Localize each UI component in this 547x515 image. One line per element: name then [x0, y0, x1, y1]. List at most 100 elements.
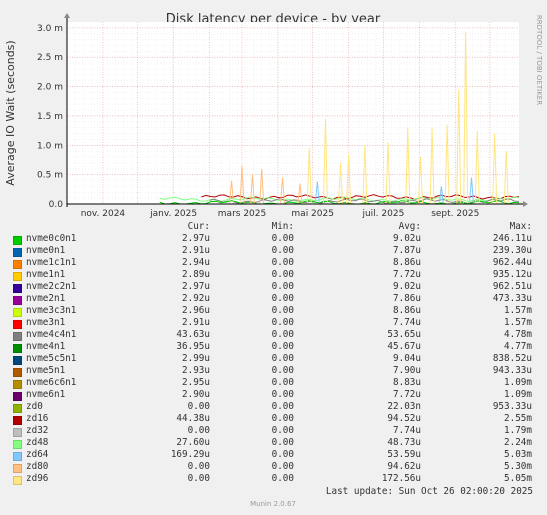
legend-name: nvme0n1 — [26, 245, 66, 256]
legend-min: 0.00 — [271, 269, 294, 280]
x-axis-arrow — [523, 201, 528, 207]
legend-max: 953.33u — [492, 401, 532, 412]
legend-name: nvme2n1 — [26, 293, 66, 304]
x-tick-label: mars 2025 — [218, 209, 266, 219]
y-tick-label: 1.0 m — [37, 141, 63, 151]
legend-row: nvme2n1 2.92u 0.00 7.86u 473.33u — [10, 293, 540, 305]
x-tick-label: nov. 2024 — [81, 209, 126, 219]
legend-cur: 27.60u — [176, 437, 210, 448]
series-spike — [306, 148, 312, 205]
legend-min: 0.00 — [271, 281, 294, 292]
legend-avg: 7.87u — [393, 245, 421, 256]
legend-min: 0.00 — [271, 305, 294, 316]
legend-min: 0.00 — [271, 389, 294, 400]
axes — [64, 13, 528, 207]
legend-cur: 2.96u — [182, 305, 210, 316]
legend-name: nvme4c4n1 — [26, 329, 77, 340]
y-axis-arrow — [64, 13, 70, 18]
legend-cur: 2.91u — [182, 245, 210, 256]
x-tick-label: juil. 2025 — [361, 209, 404, 219]
series-spike — [314, 181, 320, 205]
legend-max: 4.77m — [504, 341, 532, 352]
legend-min: 0.00 — [271, 257, 294, 268]
y-tick-label: 1.5 m — [37, 112, 63, 122]
legend-max: 1.79m — [504, 425, 532, 436]
y-tick-label: 3.0 m — [37, 24, 63, 34]
x-tick-label: sept. 2025 — [431, 209, 479, 219]
legend-max: 935.12u — [492, 269, 532, 280]
legend-name: nvme2c2n1 — [26, 281, 77, 292]
y-tick-label: 2.0 m — [37, 83, 63, 93]
series-spike — [456, 89, 462, 205]
legend-avg: 53.65u — [387, 329, 421, 340]
legend-row: zd96 0.00 0.00 172.56u 5.05m — [10, 473, 540, 485]
legend-swatch — [13, 427, 22, 437]
legend-name: nvme4n1 — [26, 341, 66, 352]
legend-min: 0.00 — [271, 317, 294, 328]
series-spike — [444, 124, 450, 205]
series-spike — [474, 130, 480, 205]
legend-min: 0.00 — [271, 425, 294, 436]
legend-name: nvme5n1 — [26, 365, 66, 376]
legend-cur: 36.95u — [176, 341, 210, 352]
legend-name: zd80 — [26, 461, 49, 472]
legend-avg: 94.52u — [387, 413, 421, 424]
legend-swatch — [13, 307, 22, 317]
legend-max: 1.57m — [504, 317, 532, 328]
legend-avg: 8.86u — [393, 305, 421, 316]
series-spike — [239, 165, 245, 205]
header-max: Max: — [509, 221, 532, 232]
series-spike — [417, 157, 423, 205]
legend-avg: 7.72u — [393, 269, 421, 280]
legend-max: 962.44u — [492, 257, 532, 268]
legend-swatch — [13, 451, 22, 461]
legend-cur: 169.29u — [170, 449, 210, 460]
legend-max: 1.09m — [504, 377, 532, 388]
legend-swatch — [13, 475, 22, 485]
legend-name: nvme3c3n1 — [26, 305, 77, 316]
legend-row: zd0 0.00 0.00 22.03n 953.33u — [10, 401, 540, 413]
legend-min: 0.00 — [271, 461, 294, 472]
legend-row: nvme4n1 36.95u 0.00 45.67u 4.77m — [10, 341, 540, 353]
legend-name: nvme6c6n1 — [26, 377, 77, 388]
legend-avg: 9.02u — [393, 281, 421, 292]
legend-cur: 43.63u — [176, 329, 210, 340]
legend-cur: 44.38u — [176, 413, 210, 424]
legend-name: nvme0c0n1 — [26, 233, 77, 244]
legend-swatch — [13, 355, 22, 365]
legend-cur: 0.00 — [187, 473, 210, 484]
series-spike — [259, 168, 265, 205]
legend-min: 0.00 — [271, 245, 294, 256]
legend-row: nvme4c4n1 43.63u 0.00 53.65u 4.78m — [10, 329, 540, 341]
legend-min: 0.00 — [271, 293, 294, 304]
legend-name: nvme1n1 — [26, 269, 66, 280]
series-spike — [322, 118, 328, 205]
legend-swatch — [13, 439, 22, 449]
legend-min: 0.00 — [271, 437, 294, 448]
series-spike — [429, 127, 435, 205]
legend-cur: 0.00 — [187, 425, 210, 436]
legend-name: nvme3n1 — [26, 317, 66, 328]
legend-cur: 2.95u — [182, 377, 210, 388]
legend-row: zd48 27.60u 0.00 48.73u 2.24m — [10, 437, 540, 449]
legend-min: 0.00 — [271, 413, 294, 424]
legend-name: zd0 — [26, 401, 43, 412]
legend-max: 1.57m — [504, 305, 532, 316]
series-spike — [463, 31, 469, 205]
legend-max: 838.52u — [492, 353, 532, 364]
legend-swatch — [13, 319, 22, 329]
legend-cur: 0.00 — [187, 401, 210, 412]
legend-row: nvme5c5n1 2.99u 0.00 9.04u 838.52u — [10, 353, 540, 365]
legend-swatch — [13, 403, 22, 413]
last-update: Last update: Sun Oct 26 02:00:20 2025 — [325, 486, 533, 497]
x-tick-label: janv. 2025 — [149, 209, 197, 219]
legend-cur: 2.92u — [182, 293, 210, 304]
legend-avg: 48.73u — [387, 437, 421, 448]
legend-row: zd80 0.00 0.00 94.62u 5.30m — [10, 461, 540, 473]
series-spike — [280, 177, 286, 205]
y-tick-label: 2.5 m — [37, 53, 63, 63]
header-cur: Cur: — [187, 221, 210, 232]
series-spike — [297, 183, 303, 205]
legend-max: 1.09m — [504, 389, 532, 400]
legend-swatch — [13, 367, 22, 377]
